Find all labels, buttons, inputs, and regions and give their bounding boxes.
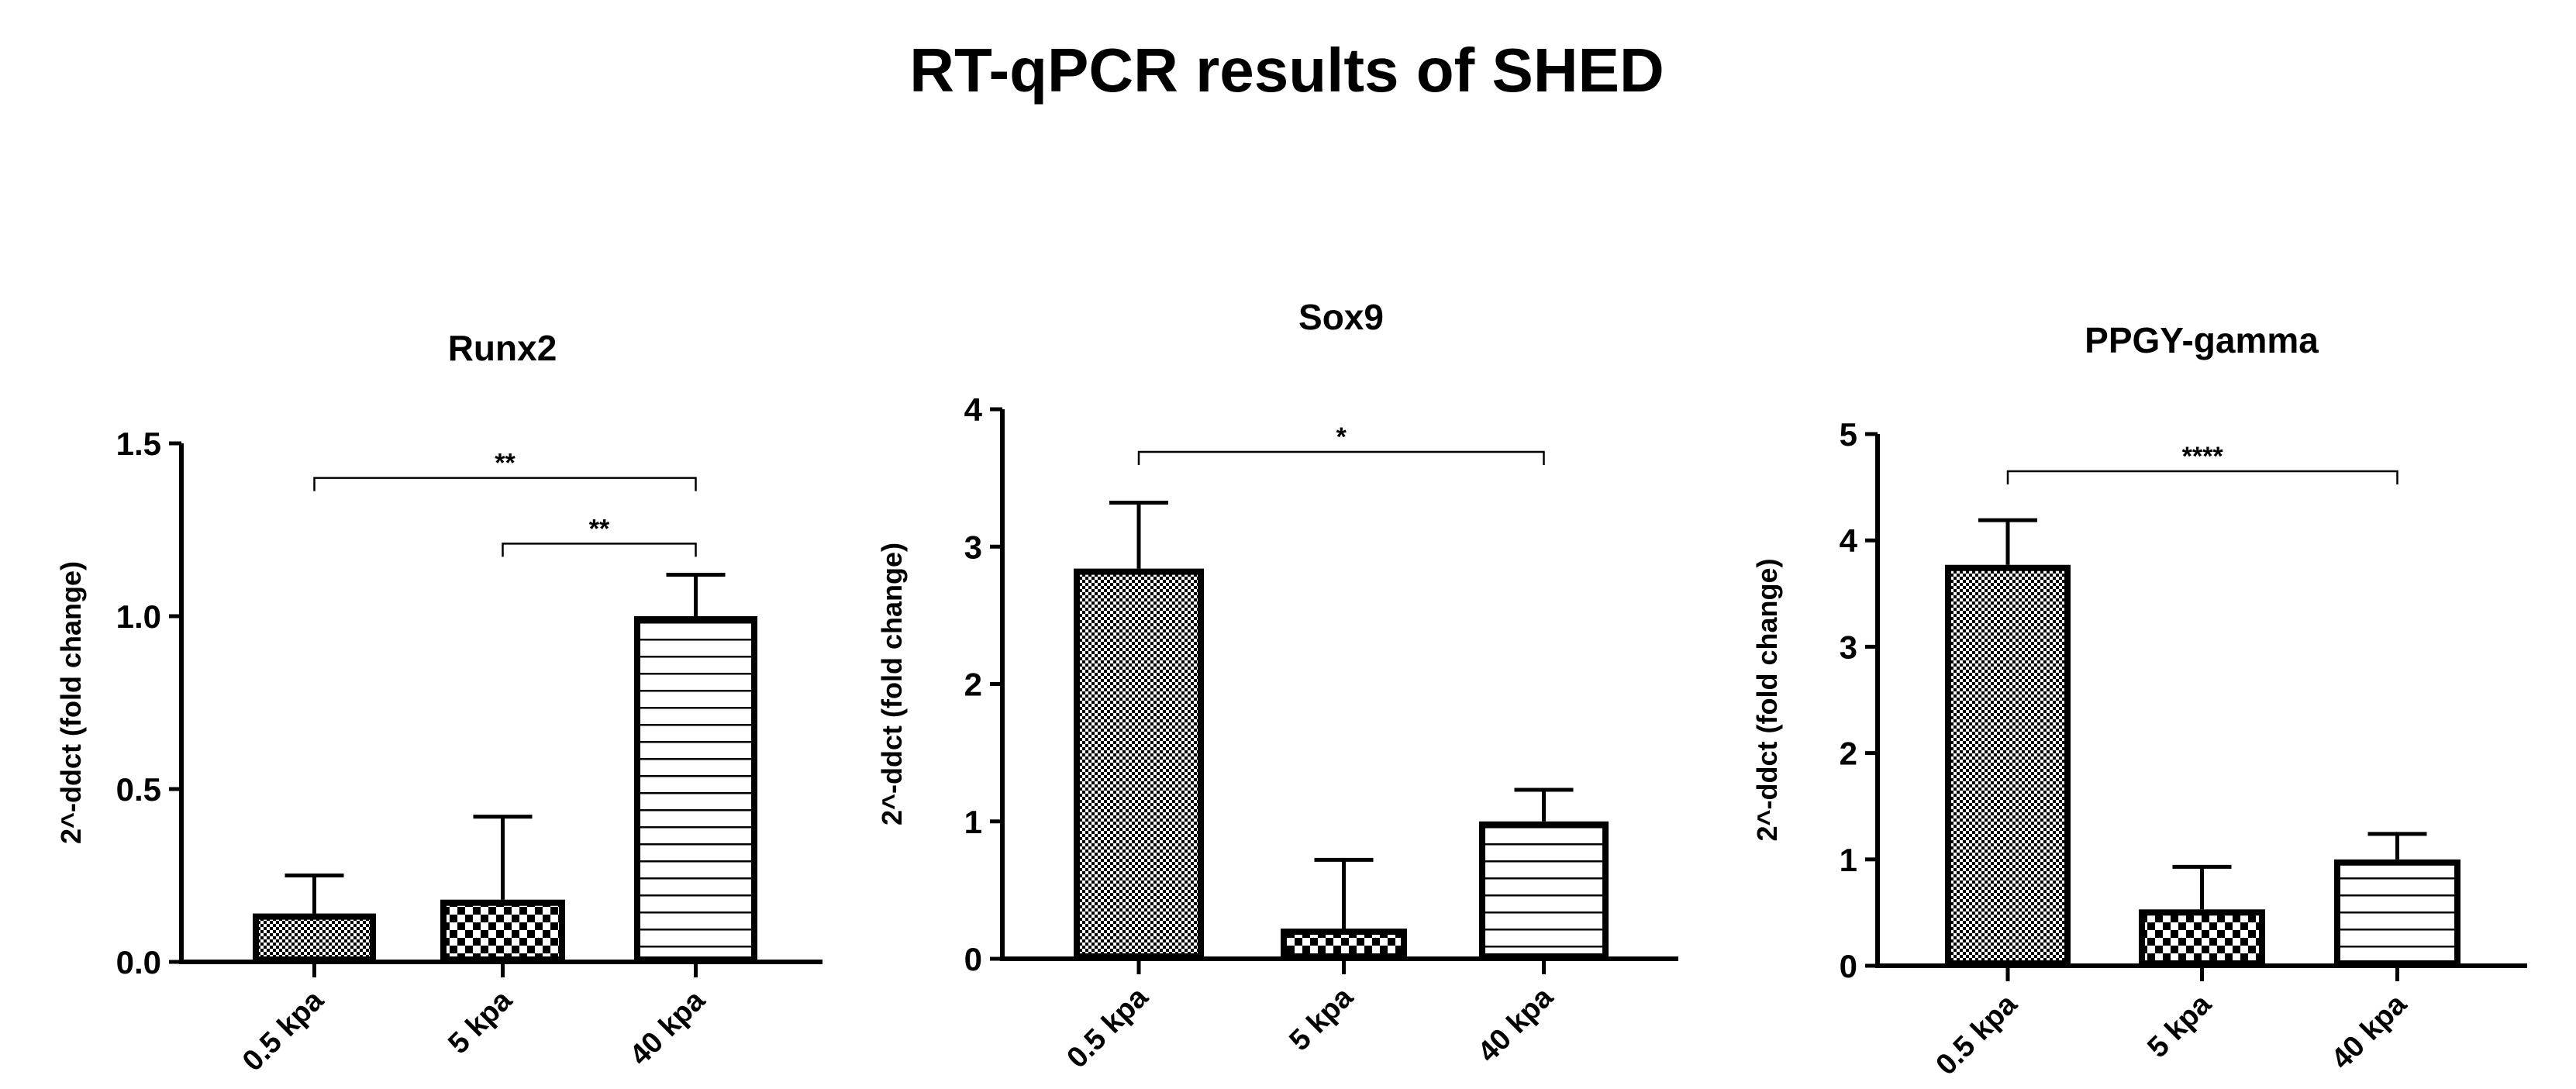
y-tick-label: 1.0 — [116, 598, 161, 635]
y-axis-label: 2^-ddct (fold change) — [55, 561, 87, 844]
bar-40-kpa — [634, 616, 757, 963]
chart-panel-runx2: Runx2 2^-ddct (fold change) 0.0 0.5 1.0 1.5 0.… — [55, 328, 822, 1077]
bar-40-kpa — [1479, 821, 1609, 960]
significance-bracket — [2006, 470, 2398, 485]
y-axis-label: 2^-ddct (fold change) — [1751, 558, 1783, 841]
x-tick-label: 0.5 kpa — [1930, 987, 2024, 1081]
significance-label: * — [1336, 422, 1347, 452]
x-tick-label: 0.5 kpa — [1061, 980, 1155, 1074]
x-tick-label: 0.5 kpa — [236, 984, 330, 1077]
significance-bracket — [313, 477, 697, 491]
y-tick-label: 4 — [964, 391, 983, 428]
bar-0-5-kpa — [1074, 568, 1204, 960]
y-tick-label: 0.5 — [116, 771, 161, 808]
bar-40-kpa — [2334, 859, 2460, 967]
significance-bracket — [1137, 450, 1545, 465]
x-tick-label: 40 kpa — [2326, 987, 2414, 1076]
chart-title: PPGY-gamma — [2085, 320, 2319, 360]
bar-5-kpa — [2139, 909, 2265, 967]
chart-title: Sox9 — [1298, 297, 1384, 337]
y-tick-label: 3 — [964, 529, 982, 565]
bar-5-kpa — [1281, 929, 1407, 960]
significance-label: ** — [495, 449, 516, 478]
y-tick-label: 2 — [964, 667, 982, 703]
significance-label: ** — [589, 514, 610, 543]
y-tick-label: 0.0 — [116, 944, 161, 980]
y-tick-label: 0 — [964, 941, 982, 977]
y-tick-label: 0 — [1840, 948, 1857, 984]
x-tick-label: 40 kpa — [624, 984, 712, 1072]
y-tick-label: 1 — [1840, 842, 1857, 878]
bar-0-5-kpa — [253, 913, 376, 963]
y-tick-label: 1.5 — [116, 426, 161, 462]
x-tick-label: 5 kpa — [2141, 987, 2218, 1064]
y-tick-label: 5 — [1840, 416, 1857, 453]
chart-title: Runx2 — [448, 328, 557, 368]
x-tick-label: 5 kpa — [1283, 980, 1360, 1057]
y-tick-label: 4 — [1840, 522, 1858, 559]
significance-label: **** — [2182, 442, 2224, 471]
bar-5-kpa — [440, 899, 565, 963]
y-tick-label: 2 — [1840, 736, 1857, 772]
chart-panel-ppgy-gamma: PPGY-gamma 2^-ddct (fold change) 0 1 2 3 4 5 0.5… — [1751, 320, 2527, 1081]
y-tick-label: 3 — [1840, 629, 1857, 665]
x-tick-label: 5 kpa — [442, 984, 519, 1060]
significance-bracket — [502, 543, 697, 557]
x-tick-label: 40 kpa — [1472, 980, 1560, 1069]
chart-panel-sox9: Sox9 2^-ddct (fold change) 0 1 2 3 4 0.5 kpa 5 k… — [876, 297, 1678, 1074]
y-tick-label: 1 — [964, 804, 982, 840]
bar-0-5-kpa — [1945, 564, 2071, 967]
figure-title: RT-qPCR results of SHED — [909, 36, 1664, 105]
y-axis-label: 2^-ddct (fold change) — [876, 543, 908, 825]
